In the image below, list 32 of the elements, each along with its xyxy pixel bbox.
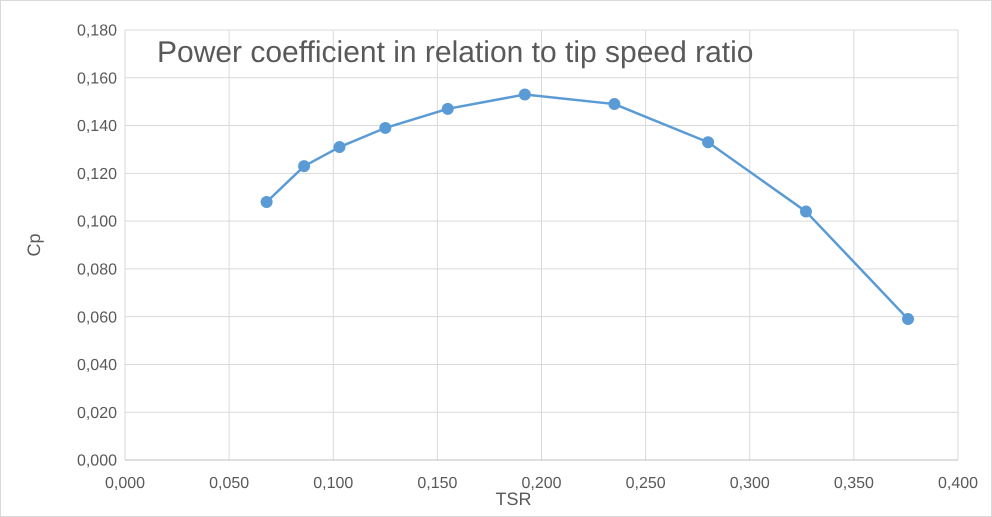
y-tick-label: 0,040 — [76, 357, 118, 374]
point — [608, 98, 620, 110]
x-tick-label: 0,150 — [417, 475, 458, 492]
point — [298, 160, 310, 172]
x-tick-label: 0,000 — [104, 475, 146, 492]
point — [333, 141, 346, 154]
x-tick-label: 0,100 — [313, 475, 354, 492]
y-tick-label: 0,180 — [76, 22, 118, 40]
point — [260, 196, 273, 208]
x-tick-label: 0,350 — [834, 475, 874, 492]
x-tick-label: 0,050 — [209, 475, 250, 492]
y-tick-label: 0,140 — [76, 118, 118, 136]
point — [518, 88, 531, 100]
point — [442, 102, 454, 115]
chart-title: Power coefficient in relation to tip speed ratio — [157, 36, 754, 69]
y-tick-label: 0,020 — [76, 404, 118, 422]
point — [379, 122, 392, 134]
y-tick-label: 0,100 — [76, 214, 118, 231]
y-tick-label: 0,120 — [76, 166, 118, 183]
x-tick-label: 0,200 — [521, 475, 562, 492]
point — [702, 136, 714, 148]
y-tick-label: 0,160 — [76, 70, 118, 88]
x-axis-title: TSR — [496, 489, 532, 509]
point — [902, 313, 914, 326]
y-tick-label: 0,080 — [76, 261, 118, 278]
y-axis-title: Cp — [24, 233, 44, 257]
point — [800, 206, 812, 218]
x-tick-label: 0,400 — [938, 475, 978, 492]
y-tick-label: 0,060 — [76, 309, 118, 326]
y-tick-label: 0,000 — [76, 452, 118, 470]
x-tick-label: 0,300 — [730, 475, 770, 492]
x-tick-label: 0,250 — [626, 475, 666, 492]
